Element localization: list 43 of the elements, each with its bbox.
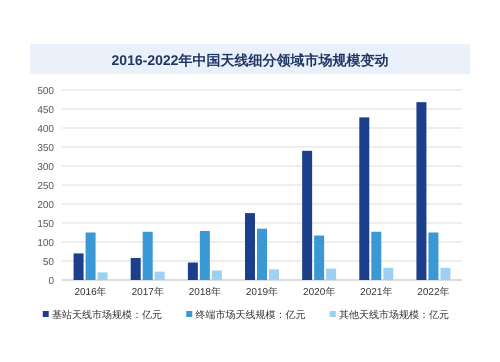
x-tick-label: 2019年 (246, 286, 278, 298)
bar (245, 213, 255, 280)
x-tick-label: 2022年 (417, 286, 450, 298)
chart-title: 2016-2022年中国天线细分领域市场规模变动 (112, 52, 388, 68)
bar (86, 232, 96, 280)
bar (326, 268, 336, 280)
y-tick-label: 400 (37, 124, 54, 135)
y-tick-label: 200 (37, 200, 54, 211)
bar (428, 232, 438, 280)
bar (302, 150, 312, 280)
y-tick-label: 300 (37, 162, 54, 173)
y-tick-label: 500 (37, 86, 54, 97)
x-tick-label: 2021年 (360, 286, 392, 298)
bar (371, 232, 382, 280)
y-tick-label: 450 (37, 105, 54, 116)
bar (188, 262, 198, 280)
bar (154, 272, 165, 280)
bar (130, 258, 141, 280)
bar (416, 102, 426, 280)
bar (142, 232, 153, 280)
legend-label: 终端市场天线规模：亿元 (195, 309, 306, 321)
bar (440, 268, 450, 280)
bar (74, 253, 84, 280)
y-tick-label: 0 (48, 276, 54, 287)
bar (269, 269, 279, 280)
legend-label: 其他天线市场规模：亿元 (338, 309, 449, 321)
x-tick-label: 2020年 (303, 286, 336, 298)
bar (257, 228, 267, 280)
y-tick-label: 350 (37, 143, 54, 154)
legend-label: 基站天线市场规模：亿元 (52, 309, 162, 321)
x-tick-label: 2017年 (132, 286, 164, 298)
bar (314, 236, 324, 280)
bar (359, 117, 370, 280)
y-tick-label: 150 (37, 219, 54, 230)
y-tick-label: 250 (37, 181, 54, 192)
x-tick-label: 2016年 (74, 286, 107, 298)
y-tick-label: 50 (42, 257, 54, 268)
x-tick-label: 2018年 (188, 286, 221, 298)
bar (98, 272, 108, 280)
bar (383, 268, 394, 280)
bar (200, 230, 210, 280)
bar (212, 270, 222, 280)
y-tick-label: 100 (37, 238, 54, 249)
